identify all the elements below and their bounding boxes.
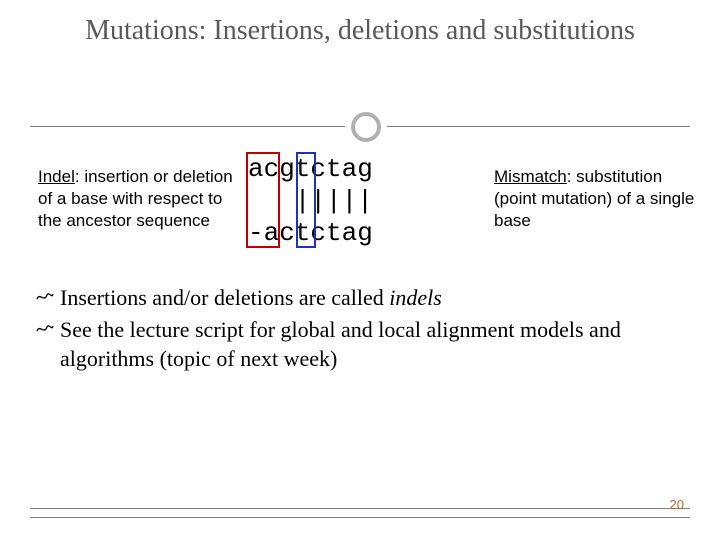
slide-title: Mutations: Insertions, deletions and sub… (0, 0, 720, 48)
mismatch-label: Mismatch (494, 167, 567, 186)
divider-line-left (30, 126, 345, 127)
indel-definition: Indel: insertion or deletion of a base w… (38, 166, 233, 232)
bullet-text: See the lecture script for global and lo… (60, 317, 621, 372)
mismatch-definition: Mismatch: substitution (point mutation) … (494, 166, 704, 232)
divider-circle (351, 112, 381, 142)
indel-label: Indel (38, 167, 75, 186)
bullet-em: indels (389, 285, 442, 310)
indel-highlight-box (246, 152, 280, 248)
mismatch-highlight-box (296, 152, 316, 248)
bullet-icon (36, 289, 54, 305)
bullet-text: Insertions and/or deletions are called (60, 285, 389, 310)
bullet-item: See the lecture script for global and lo… (36, 315, 686, 374)
slide: Mutations: Insertions, deletions and sub… (0, 0, 720, 540)
footer-divider (30, 508, 690, 518)
divider-row (0, 112, 720, 142)
divider-line-right (387, 126, 690, 127)
bullet-icon (36, 321, 54, 337)
page-number: 20 (670, 497, 684, 512)
bullet-item: Insertions and/or deletions are called i… (36, 283, 686, 313)
bullet-list: Insertions and/or deletions are called i… (36, 283, 686, 376)
